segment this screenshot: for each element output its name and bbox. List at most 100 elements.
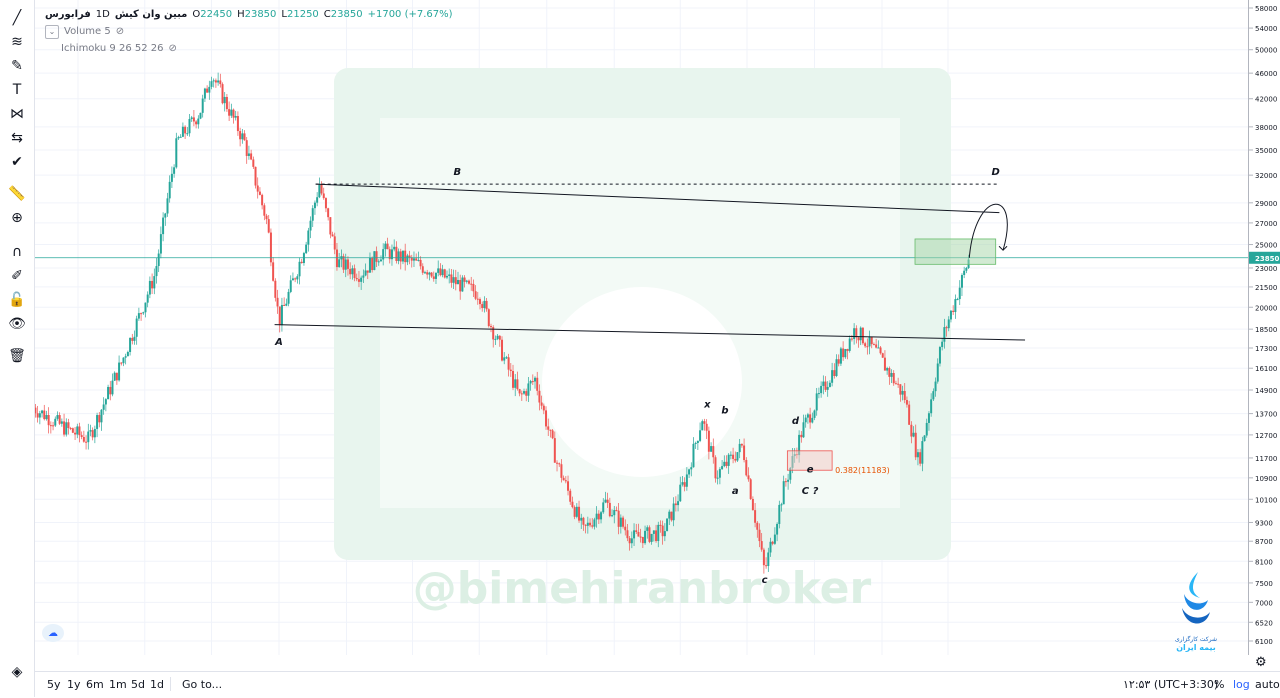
ruler-icon[interactable]: 📏 bbox=[8, 186, 26, 202]
candle-body bbox=[366, 270, 369, 273]
candle-body bbox=[384, 243, 387, 250]
range-5y[interactable]: 5y bbox=[47, 678, 61, 691]
candle-body bbox=[162, 217, 165, 235]
trash-icon[interactable]: 🗑 bbox=[8, 348, 26, 364]
candle-body bbox=[408, 255, 411, 258]
fib-level-label: 0.382(11183) bbox=[835, 466, 890, 475]
candle-body bbox=[388, 249, 391, 260]
auto-toggle[interactable]: auto bbox=[1255, 678, 1280, 691]
candle-body bbox=[626, 530, 629, 539]
candle-body bbox=[377, 261, 380, 263]
candle-body bbox=[280, 304, 283, 326]
candle-body bbox=[404, 250, 407, 263]
candle-body bbox=[476, 298, 479, 300]
log-toggle[interactable]: log bbox=[1233, 678, 1250, 691]
lock-icon[interactable]: 🔓 bbox=[8, 292, 26, 308]
candle-body bbox=[800, 434, 803, 438]
candle-body bbox=[562, 477, 565, 481]
range-6m[interactable]: 6m bbox=[86, 678, 104, 691]
text-tool-icon[interactable]: T bbox=[12, 82, 22, 98]
candle-body bbox=[806, 414, 809, 418]
pattern-tool-icon[interactable]: ⋈ bbox=[10, 106, 24, 122]
candle-body bbox=[802, 422, 805, 438]
candle-body bbox=[485, 300, 488, 310]
candle-body bbox=[817, 393, 820, 395]
timezone-clock[interactable]: ۱۲:۵۳ (UTC+3:30) bbox=[1123, 678, 1219, 691]
candle-series bbox=[35, 72, 970, 574]
y-tick-label: 25000 bbox=[1255, 242, 1277, 250]
settings-gear-icon[interactable]: ⚙ bbox=[1255, 655, 1267, 670]
candle-body bbox=[949, 310, 952, 320]
range-5d[interactable]: 5d bbox=[131, 678, 145, 691]
candle-body bbox=[96, 415, 99, 429]
candle-body bbox=[324, 198, 327, 209]
candle-body bbox=[212, 80, 215, 82]
candle-body bbox=[956, 299, 959, 301]
trend-line-icon[interactable]: ╱ bbox=[12, 10, 22, 26]
goto-button[interactable]: Go to... bbox=[182, 678, 223, 691]
candle-body bbox=[901, 390, 904, 395]
candle-body bbox=[575, 506, 578, 517]
candle-body bbox=[426, 272, 429, 275]
ohlc-open: O22450 bbox=[192, 9, 233, 20]
candle-body bbox=[395, 246, 398, 262]
candle-body bbox=[894, 383, 897, 385]
candle-body bbox=[412, 258, 415, 261]
ohlc-close: C23850 bbox=[323, 9, 363, 20]
candle-body bbox=[580, 517, 583, 521]
candle-body bbox=[736, 452, 739, 461]
hide-eye-icon[interactable]: ⊘ bbox=[115, 26, 125, 37]
candle-body bbox=[56, 415, 59, 419]
candle-body bbox=[905, 400, 908, 405]
candle-body bbox=[877, 347, 880, 349]
chart-legend: فرابورس 1D مبین وان کیش O22450 H23850 L2… bbox=[45, 6, 453, 57]
candle-body bbox=[674, 503, 677, 506]
candle-body bbox=[360, 277, 363, 282]
candle-body bbox=[206, 88, 209, 93]
wave-label: e bbox=[807, 465, 814, 476]
projection-arrow bbox=[968, 203, 1008, 258]
price-chart[interactable]: @bimehiranbroker A B Dxb a c d e C ? 0.382(11183… bbox=[35, 0, 1248, 655]
y-tick-label: 38000 bbox=[1255, 124, 1277, 132]
projection-arrowhead bbox=[998, 245, 1008, 251]
candle-body bbox=[538, 390, 541, 403]
brush-icon[interactable]: ✎ bbox=[11, 58, 23, 74]
checkmark-icon[interactable]: ✔ bbox=[11, 154, 23, 170]
y-tick-label: 20000 bbox=[1255, 304, 1277, 312]
candle-body bbox=[80, 435, 83, 437]
percent-toggle[interactable]: % bbox=[1214, 678, 1225, 691]
candle-body bbox=[382, 249, 385, 260]
candle-body bbox=[230, 109, 233, 116]
candle-body bbox=[712, 446, 715, 458]
tradingview-logo-icon[interactable]: ☁ bbox=[42, 624, 64, 642]
fib-tool-icon[interactable]: ≋ bbox=[11, 34, 23, 50]
fib-box bbox=[786, 450, 833, 471]
candle-body bbox=[815, 393, 818, 411]
candle-body bbox=[624, 526, 627, 531]
candle-body bbox=[661, 525, 664, 537]
candle-body bbox=[945, 327, 948, 329]
range-1y[interactable]: 1y bbox=[67, 678, 81, 691]
candle-body bbox=[547, 426, 550, 430]
price-axis[interactable]: 58000 54000 50000 46000 42000 38000 35000 32000… bbox=[1248, 0, 1280, 655]
candle-body bbox=[78, 426, 81, 436]
wave-label: d bbox=[792, 416, 800, 427]
range-1d[interactable]: 1d bbox=[150, 678, 164, 691]
collapse-chevron-icon[interactable]: ⌄ bbox=[45, 24, 59, 39]
layers-icon[interactable]: ◈ bbox=[11, 664, 23, 680]
candle-body bbox=[87, 431, 90, 443]
y-tick-label: 54000 bbox=[1255, 25, 1277, 33]
candle-body bbox=[423, 272, 426, 274]
candle-body bbox=[221, 84, 224, 104]
zoom-in-icon[interactable]: ⊕ bbox=[11, 210, 23, 226]
range-1m[interactable]: 1m bbox=[109, 678, 127, 691]
candle-body bbox=[47, 415, 50, 426]
magnet-icon[interactable]: ∩ bbox=[11, 244, 23, 260]
candle-body bbox=[151, 280, 154, 289]
eye-icon[interactable]: 👁 bbox=[8, 316, 26, 332]
broker-name-line1: شرکت کارگزاری bbox=[1174, 636, 1217, 643]
hide-eye-icon[interactable]: ⊘ bbox=[168, 43, 177, 54]
prediction-tool-icon[interactable]: ⇆ bbox=[11, 130, 23, 146]
lock-drawing-icon[interactable]: ✐ bbox=[11, 268, 23, 284]
candle-body bbox=[146, 294, 149, 303]
